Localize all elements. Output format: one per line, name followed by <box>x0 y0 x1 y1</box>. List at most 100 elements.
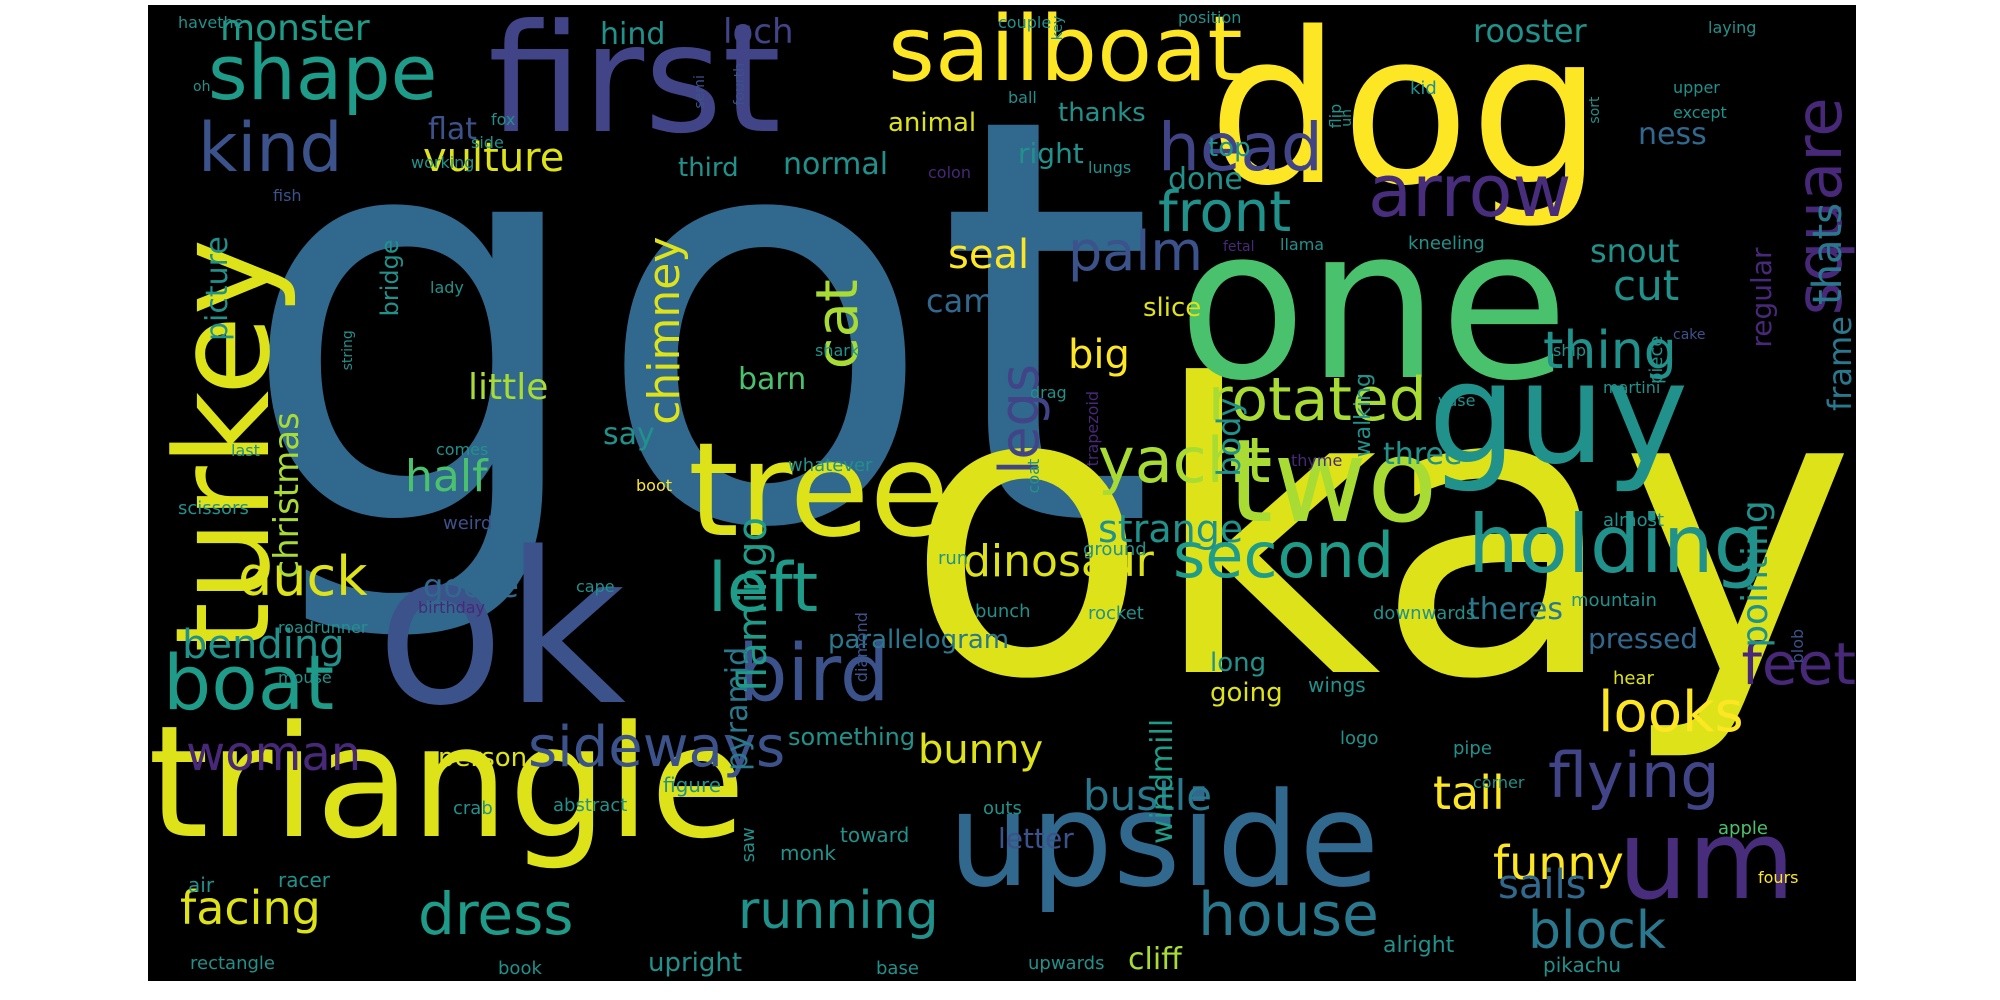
word-monster: monster <box>220 8 370 49</box>
word-figure: figure <box>663 773 722 797</box>
word-almost: almost <box>1603 510 1665 531</box>
word-run: run <box>938 548 969 569</box>
word-scissors: scissors <box>178 498 249 519</box>
word-bridge: bridge <box>376 239 404 317</box>
word-barn: barn <box>738 362 807 397</box>
word-guy: guy <box>1428 333 1689 496</box>
word-bending: bending <box>182 622 345 668</box>
word-funny: funny <box>1493 836 1624 890</box>
word-bunny: bunny <box>918 727 1044 773</box>
word-camel: camel <box>926 282 1023 320</box>
word-vulture: vulture <box>423 135 565 181</box>
word-couple: couple <box>998 13 1052 32</box>
word-ship: ship <box>1553 341 1587 360</box>
word-three: three <box>1383 437 1463 472</box>
word-fourth: fourth <box>732 62 748 106</box>
word-snout: snout <box>1590 232 1680 270</box>
word-block: block <box>1528 901 1666 961</box>
word-fish: fish <box>273 186 302 205</box>
word-weird: weird <box>443 513 493 534</box>
word-key: key <box>1050 15 1066 41</box>
word-upside: upside <box>948 764 1380 916</box>
word-theres: theres <box>1468 592 1563 627</box>
word-pointing: pointing <box>1735 500 1776 648</box>
word-upwards: upwards <box>1028 953 1105 974</box>
word-cloud: got okay ok first dog one triangle upside tree tu… <box>148 5 1856 981</box>
word-side: side <box>471 133 504 152</box>
word-vase: vase <box>1438 391 1476 410</box>
word-havethe: havethe <box>178 13 244 32</box>
word-little: little <box>468 367 549 408</box>
word-piece: piece <box>1646 335 1667 384</box>
word-fetal: fetal <box>1223 239 1255 255</box>
word-colon: colon <box>928 163 971 182</box>
word-alright: alright <box>1383 933 1455 958</box>
word-sideways: sideways <box>528 715 786 780</box>
word-corner: corner <box>1473 773 1525 792</box>
word-house: house <box>1198 880 1379 950</box>
word-frame: frame <box>1821 316 1856 411</box>
word-apple: apple <box>1718 818 1768 839</box>
word-air: air <box>188 873 215 897</box>
word-bunch: bunch <box>975 601 1031 622</box>
word-duck: duck <box>238 545 368 608</box>
word-got: got <box>238 5 1156 651</box>
word-saw: saw <box>738 827 759 863</box>
word-boot: boot <box>636 476 673 495</box>
word-walking: walking <box>1351 373 1376 458</box>
word-chimney: chimney <box>639 236 690 425</box>
word-tail: tail <box>1433 766 1505 820</box>
word-second: second <box>1173 519 1395 592</box>
word-rotated: rotated <box>1208 365 1427 435</box>
word-rooster: rooster <box>1473 12 1587 50</box>
word-triangle: triangle <box>148 692 746 873</box>
word-yacht: yacht <box>1098 424 1271 497</box>
word-christmas: christmas <box>267 412 307 579</box>
word-upright: upright <box>648 948 743 978</box>
word-oh: oh <box>193 79 211 95</box>
word-flying: flying <box>1548 739 1720 812</box>
word-bustle: bustle <box>1083 771 1213 820</box>
word-comes: comes <box>436 440 489 459</box>
word-arrow: arrow <box>1368 149 1572 233</box>
word-left: left <box>708 549 819 628</box>
word-outs: outs <box>983 798 1022 819</box>
word-position: position <box>1178 8 1242 27</box>
word-diamond: diamond <box>852 612 871 683</box>
word-animal: animal <box>888 108 977 138</box>
word-top: top <box>1208 133 1251 163</box>
word-woman: woman <box>186 726 362 782</box>
word-dinosaur: dinosaur <box>963 536 1154 587</box>
word-loch: loch <box>723 12 794 52</box>
word-pyramid: pyramid <box>720 646 755 771</box>
word-goose: goose <box>423 567 519 605</box>
word-sailboat: sailboat <box>888 5 1243 102</box>
word-holding: holding <box>1468 498 1765 591</box>
word-parallelogram: parallelogram <box>828 625 1010 655</box>
word-windmill: windmill <box>1145 718 1180 844</box>
word-llama: llama <box>1280 235 1325 254</box>
word-one: one <box>1178 182 1569 427</box>
word-cliff: cliff <box>1128 942 1182 977</box>
word-um: um <box>1618 796 1795 924</box>
word-slice: slice <box>1143 293 1202 323</box>
word-ok: ok <box>376 507 627 752</box>
word-martini: martini <box>1603 378 1661 397</box>
word-book: book <box>498 958 542 979</box>
word-boat: boat <box>163 638 335 727</box>
word-thanks: thanks <box>1058 98 1146 128</box>
word-logo: logo <box>1340 728 1379 749</box>
word-mountain: mountain <box>1571 590 1657 611</box>
word-sort: sort <box>1587 96 1603 124</box>
word-letter: letter <box>998 822 1074 855</box>
word-trapezoid: trapezoid <box>1083 390 1102 467</box>
word-drag: drag <box>1030 383 1067 402</box>
word-birthday: birthday <box>418 598 486 617</box>
word-facing: facing <box>180 881 321 935</box>
word-laying: laying <box>1708 18 1757 37</box>
word-running: running <box>738 881 939 941</box>
word-pikachu: pikachu <box>1543 953 1622 977</box>
word-string: string <box>340 330 356 371</box>
word-wings: wings <box>1308 673 1366 697</box>
word-front: front <box>1158 180 1292 245</box>
